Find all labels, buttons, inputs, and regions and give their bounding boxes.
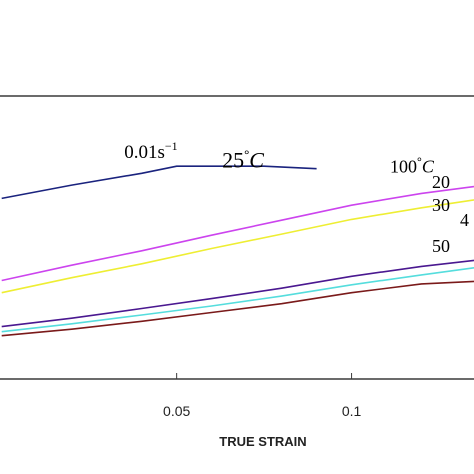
temperature-label-500: 50 (432, 236, 450, 256)
temperature-label-25: 25°C (222, 147, 264, 173)
strain-rate-exponent: −1 (165, 139, 178, 153)
temperature-label-200: 20 (432, 172, 450, 192)
degree-symbol-25: ° (244, 147, 249, 162)
temperature-label-400: 4 (460, 210, 469, 230)
x-tick-label: 0.1 (342, 403, 362, 419)
series-line-3 (1, 199, 474, 294)
series-line-2 (1, 185, 474, 282)
x-tick-label: 0.05 (163, 403, 190, 419)
unit-label-25: C (249, 148, 264, 173)
series-line-6 (1, 280, 474, 337)
series-layer (1, 165, 474, 337)
series-line-4 (1, 259, 474, 328)
temperature-value-25: 25 (222, 148, 244, 173)
unit-label-100: C (422, 156, 435, 176)
temperature-label-300: 30 (432, 195, 450, 215)
degree-symbol-100: ° (417, 154, 422, 168)
series-line-1 (1, 165, 317, 200)
x-axis-title: TRUE STRAIN (219, 434, 306, 449)
strain-rate-value: 0.01s (124, 142, 165, 163)
series-line-5 (1, 267, 474, 333)
temperature-value-100: 100 (390, 156, 417, 176)
temperature-label-100: 100°C (390, 154, 435, 176)
x-tick-layer: 0.05 0.1 (163, 373, 362, 419)
strain-rate-annotation: 0.01s−1 (124, 139, 177, 163)
